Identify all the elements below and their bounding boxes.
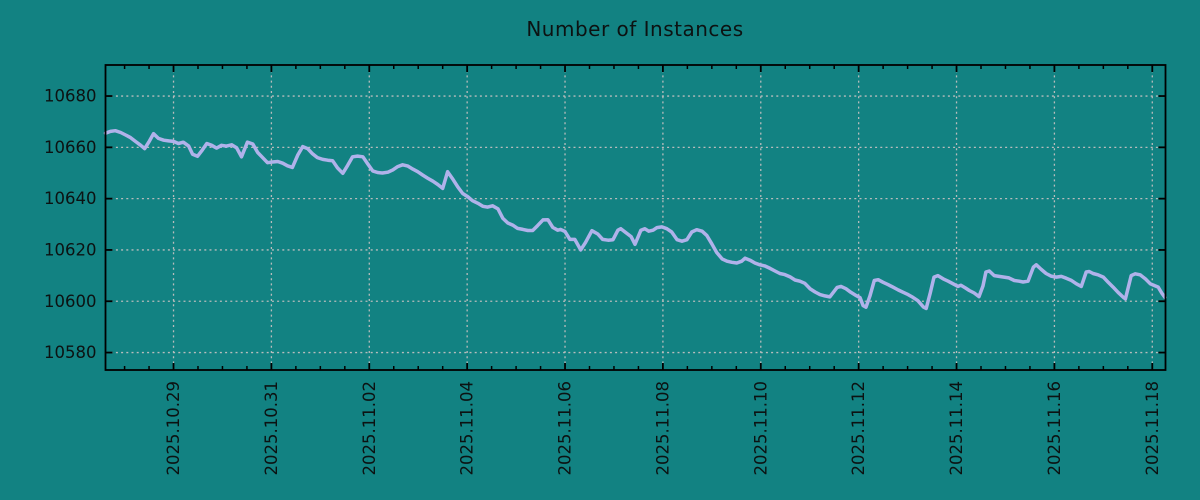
gridlines	[105, 65, 1166, 370]
x-tick-label: 2025.11.16	[1045, 381, 1064, 475]
axes	[104, 64, 1167, 371]
chart-title: Number of Instances	[526, 17, 744, 41]
x-tick-label: 2025.11.14	[947, 381, 966, 475]
y-tick-label: 10600	[44, 292, 97, 311]
y-tick-label: 10660	[44, 138, 97, 157]
y-tick-label: 10620	[44, 240, 97, 259]
y-tick-label: 10640	[44, 189, 97, 208]
x-tick-label: 2025.10.31	[262, 381, 281, 475]
x-tick-label: 2025.11.06	[556, 381, 575, 475]
x-tick-label: 2025.11.08	[653, 381, 672, 475]
x-tick-label: 2025.11.02	[360, 381, 379, 475]
x-tick-label: 2025.11.10	[751, 381, 770, 475]
y-tick-label: 10680	[44, 87, 97, 106]
series-line	[103, 128, 1167, 311]
x-tick-label: 2025.10.29	[164, 381, 183, 475]
x-tick-label: 2025.11.18	[1143, 381, 1162, 475]
x-tick-label: 2025.11.04	[458, 381, 477, 475]
y-tick-label: 10580	[44, 343, 97, 362]
plot-border	[104, 64, 1167, 371]
tick-labels: 10580 10600 10620 10640 10660 10680 2025.10.29…	[44, 87, 1162, 476]
x-tick-label: 2025.11.12	[849, 381, 868, 475]
instances-line	[103, 128, 1167, 311]
